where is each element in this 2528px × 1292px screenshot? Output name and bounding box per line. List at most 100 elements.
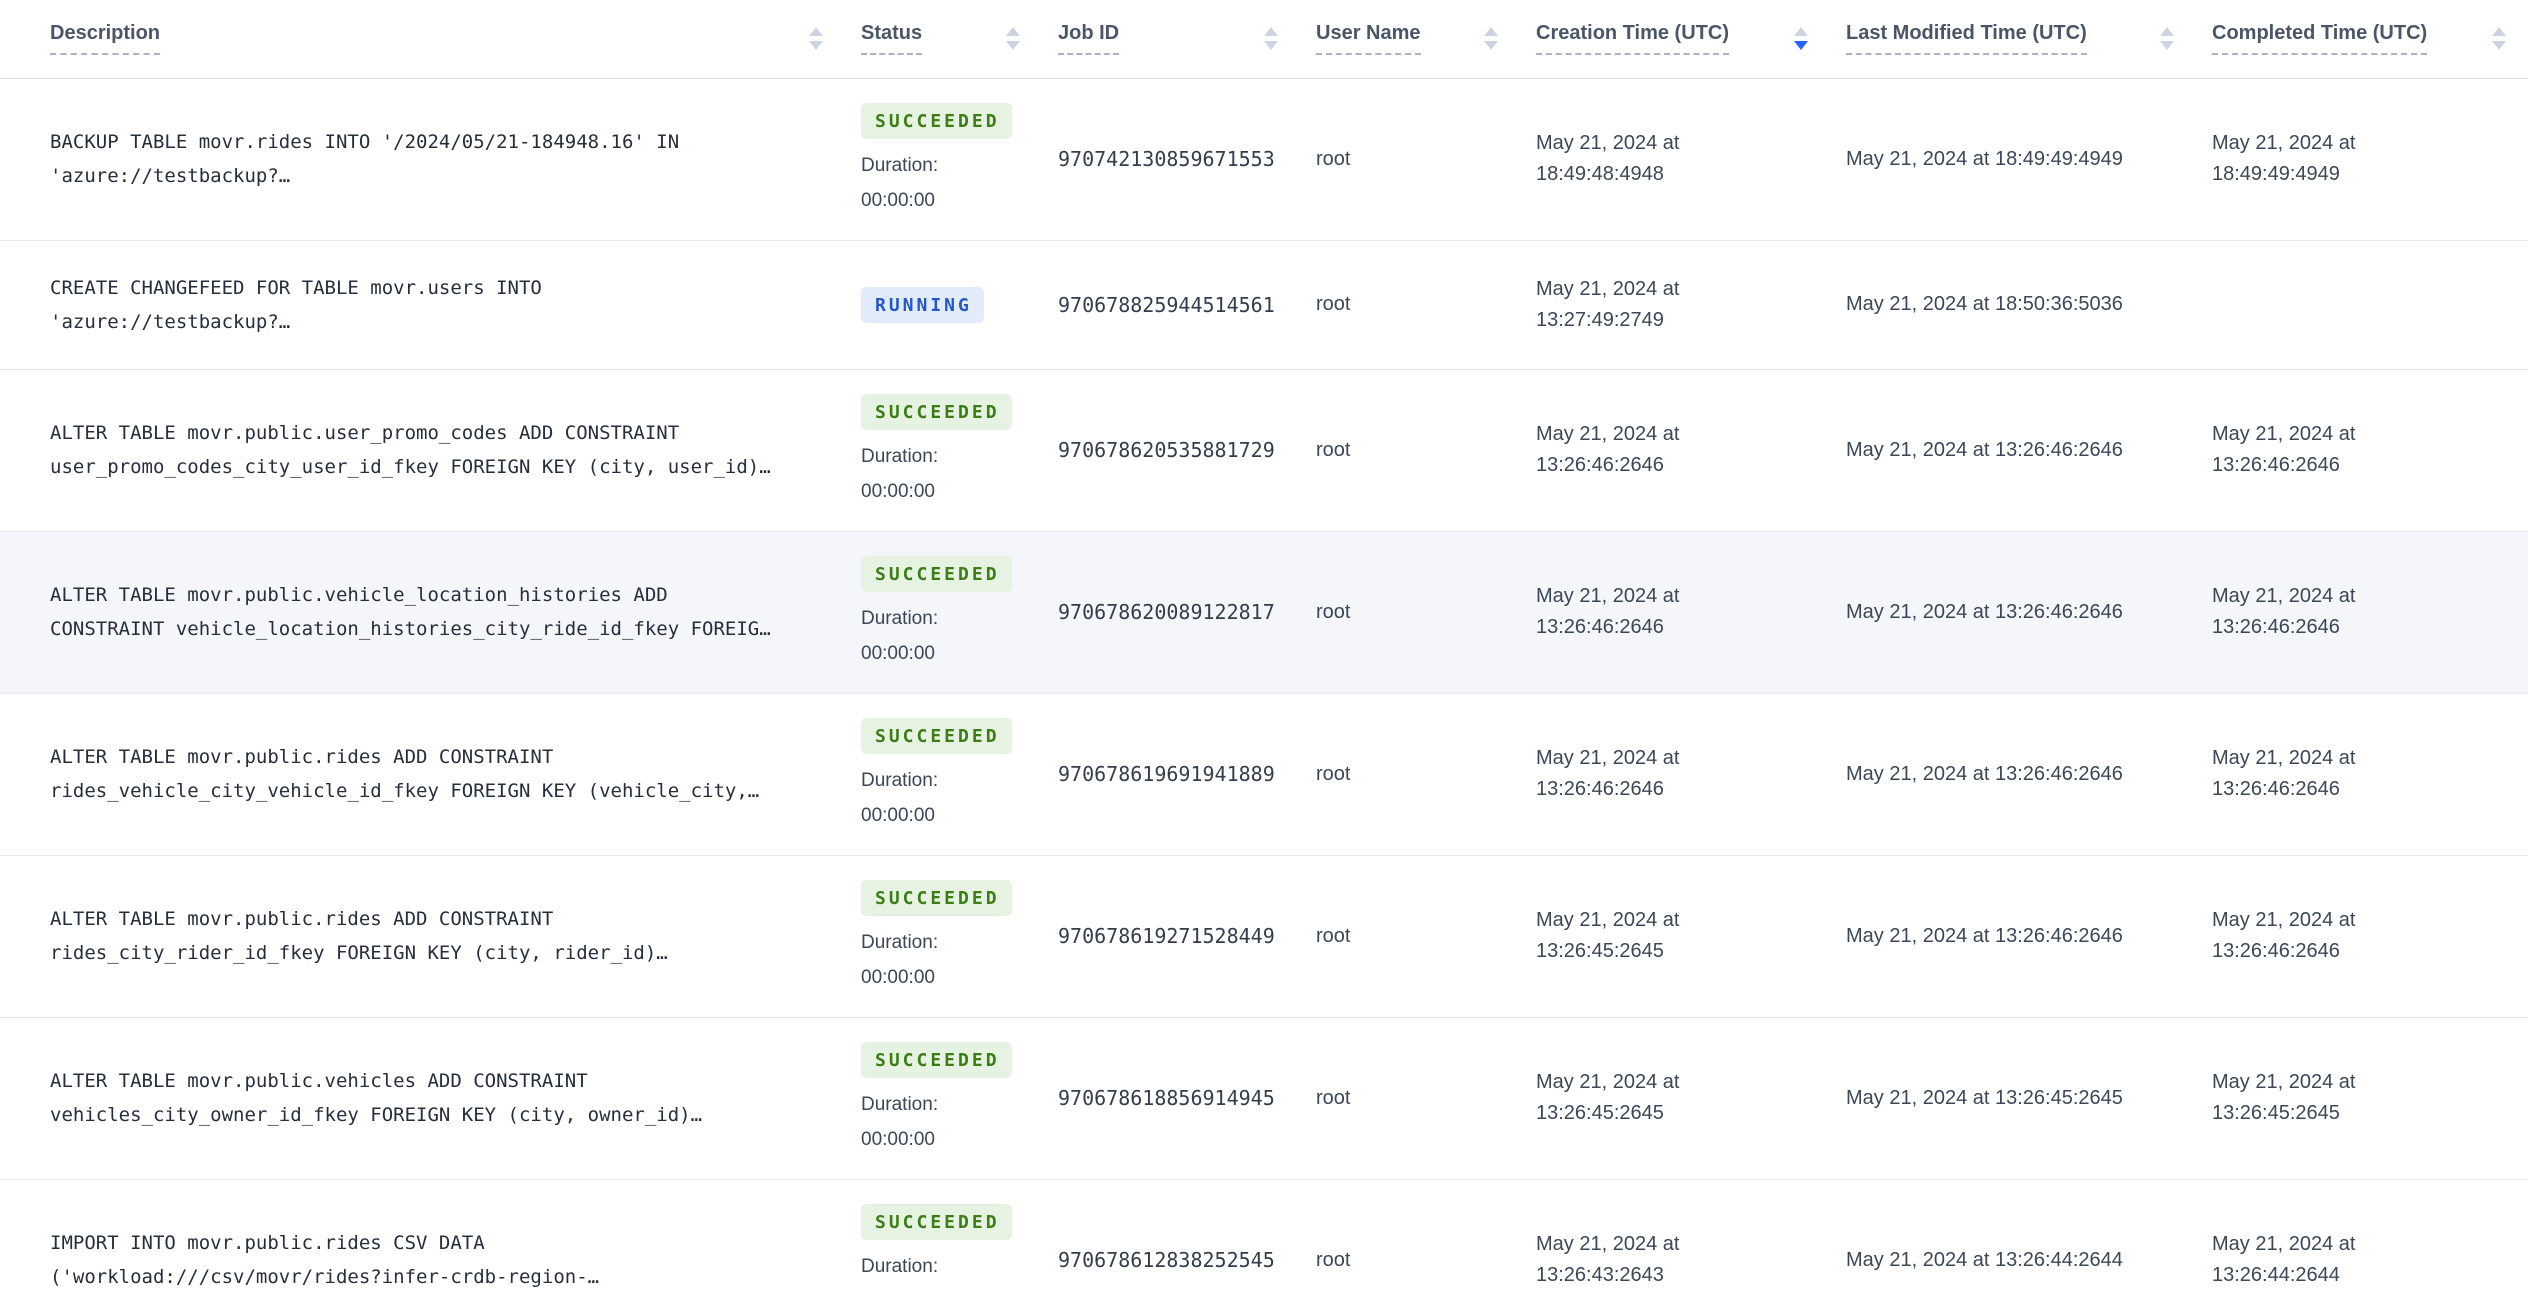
column-label: Job ID — [1058, 22, 1120, 56]
job-description-link[interactable]: IMPORT INTO movr.public.rides CSV DATA (… — [50, 1232, 600, 1288]
job-id: 970678619691941889 — [1058, 762, 1275, 786]
duration-value: 00:00:00 — [861, 642, 935, 664]
last-modified-time: May 21, 2024 at 13:26:45:2645 — [1830, 1017, 2196, 1180]
sort-icon-active-desc — [1794, 27, 1808, 51]
user-name: root — [1316, 438, 1351, 461]
duration-value: 00:00:00 — [861, 966, 935, 988]
job-id: 970678618856914945 — [1058, 1086, 1275, 1110]
duration-value: 00:00:00 — [861, 480, 935, 502]
column-header-last-modified-time[interactable]: Last Modified Time (UTC) — [1830, 0, 2196, 79]
user-name: root — [1316, 147, 1351, 170]
job-description-link[interactable]: ALTER TABLE movr.public.user_promo_codes… — [50, 422, 771, 478]
completed-time: May 21, 2024 at 13:26:44:2644 — [2196, 1179, 2528, 1292]
completed-time: May 21, 2024 at 13:26:46:2646 — [2196, 369, 2528, 532]
user-name: root — [1316, 1248, 1351, 1271]
column-header-user-name[interactable]: User Name — [1300, 0, 1520, 79]
table-row[interactable]: CREATE CHANGEFEED FOR TABLE movr.users I… — [0, 240, 2528, 370]
duration-label: Duration: — [861, 445, 939, 467]
job-id: 970678619271528449 — [1058, 924, 1275, 948]
job-id: 970678620535881729 — [1058, 438, 1275, 462]
table-row[interactable]: ALTER TABLE movr.public.vehicles ADD CON… — [0, 1017, 2528, 1180]
table-row[interactable]: BACKUP TABLE movr.rides INTO '/2024/05/2… — [0, 78, 2528, 241]
sort-icon — [1264, 27, 1278, 51]
creation-time: May 21, 2024 at 13:26:43:2643 — [1520, 1179, 1830, 1292]
user-name: root — [1316, 293, 1351, 315]
column-header-completed-time[interactable]: Completed Time (UTC) — [2196, 0, 2528, 79]
column-header-status[interactable]: Status — [845, 0, 1042, 79]
sort-icon — [809, 27, 823, 51]
user-name: root — [1316, 600, 1351, 623]
job-description-link[interactable]: ALTER TABLE movr.public.rides ADD CONSTR… — [50, 746, 760, 802]
job-description-link[interactable]: ALTER TABLE movr.public.vehicles ADD CON… — [50, 1070, 703, 1126]
duration-label: Duration: — [861, 769, 939, 791]
last-modified-time: May 21, 2024 at 13:26:46:2646 — [1830, 531, 2196, 694]
creation-time: May 21, 2024 at 13:27:49:2749 — [1520, 240, 1830, 370]
creation-time: May 21, 2024 at 13:26:46:2646 — [1520, 531, 1830, 694]
completed-time: May 21, 2024 at 13:26:46:2646 — [2196, 693, 2528, 856]
column-label: Status — [861, 22, 923, 56]
last-modified-time: May 21, 2024 at 18:49:49:4949 — [1830, 78, 2196, 241]
completed-time: May 21, 2024 at 13:26:46:2646 — [2196, 531, 2528, 694]
job-id: 970678612838252545 — [1058, 1248, 1275, 1272]
table-row-highlighted[interactable]: ALTER TABLE movr.public.vehicle_location… — [0, 531, 2528, 694]
sort-icon — [1006, 27, 1020, 51]
completed-time — [2196, 240, 2528, 370]
duration-label: Duration: — [861, 1255, 939, 1277]
column-label: Last Modified Time (UTC) — [1846, 22, 2087, 56]
job-description-link[interactable]: ALTER TABLE movr.public.vehicle_location… — [50, 584, 771, 640]
column-header-description[interactable]: Description — [0, 0, 845, 79]
duration-label: Duration: — [861, 154, 939, 176]
creation-time: May 21, 2024 at 13:26:46:2646 — [1520, 693, 1830, 856]
status-badge: RUNNING — [861, 286, 984, 323]
last-modified-time: May 21, 2024 at 13:26:46:2646 — [1830, 369, 2196, 532]
duration-value: 00:00:00 — [861, 1287, 1022, 1292]
duration-label: Duration: — [861, 1093, 939, 1115]
status-badge: SUCCEEDED — [861, 1203, 1012, 1240]
table-header-row: Description Status Job ID User Name — [0, 0, 2528, 79]
creation-time: May 21, 2024 at 13:26:45:2645 — [1520, 855, 1830, 1018]
status-badge: SUCCEEDED — [861, 393, 1012, 430]
last-modified-time: May 21, 2024 at 18:50:36:5036 — [1830, 240, 2196, 370]
job-description-link[interactable]: CREATE CHANGEFEED FOR TABLE movr.users I… — [50, 276, 542, 333]
status-badge: SUCCEEDED — [861, 1041, 1012, 1078]
column-label: User Name — [1316, 22, 1421, 56]
job-id: 970678825944514561 — [1058, 292, 1275, 317]
duration-label: Duration: — [861, 931, 939, 953]
table-row[interactable]: ALTER TABLE movr.public.user_promo_codes… — [0, 369, 2528, 532]
last-modified-time: May 21, 2024 at 13:26:44:2644 — [1830, 1179, 2196, 1292]
completed-time: May 21, 2024 at 13:26:46:2646 — [2196, 855, 2528, 1018]
last-modified-time: May 21, 2024 at 13:26:46:2646 — [1830, 855, 2196, 1018]
status-badge: SUCCEEDED — [861, 102, 1012, 139]
creation-time: May 21, 2024 at 18:49:48:4948 — [1520, 78, 1830, 241]
status-badge: SUCCEEDED — [861, 717, 1012, 754]
column-label: Completed Time (UTC) — [2212, 22, 2428, 56]
duration-value: 00:00:00 — [861, 189, 935, 211]
last-modified-time: May 21, 2024 at 13:26:46:2646 — [1830, 693, 2196, 856]
status-badge: SUCCEEDED — [861, 879, 1012, 916]
creation-time: May 21, 2024 at 13:26:46:2646 — [1520, 369, 1830, 532]
job-description-link[interactable]: ALTER TABLE movr.public.rides ADD CONSTR… — [50, 908, 668, 964]
column-label: Creation Time (UTC) — [1536, 22, 1729, 56]
creation-time: May 21, 2024 at 13:26:45:2645 — [1520, 1017, 1830, 1180]
column-header-creation-time[interactable]: Creation Time (UTC) — [1520, 0, 1830, 79]
column-header-job-id[interactable]: Job ID — [1042, 0, 1300, 79]
table-row[interactable]: ALTER TABLE movr.public.rides ADD CONSTR… — [0, 855, 2528, 1018]
completed-time: May 21, 2024 at 18:49:49:4949 — [2196, 78, 2528, 241]
table-row[interactable]: ALTER TABLE movr.public.rides ADD CONSTR… — [0, 693, 2528, 856]
user-name: root — [1316, 762, 1351, 785]
duration-value: 00:00:00 — [861, 804, 935, 826]
completed-time: May 21, 2024 at 13:26:45:2645 — [2196, 1017, 2528, 1180]
table-row[interactable]: IMPORT INTO movr.public.rides CSV DATA (… — [0, 1179, 2528, 1292]
sort-icon — [1484, 27, 1498, 51]
user-name: root — [1316, 1086, 1351, 1109]
user-name: root — [1316, 924, 1351, 947]
status-badge: SUCCEEDED — [861, 555, 1012, 592]
column-label: Description — [50, 22, 161, 56]
job-description-link[interactable]: BACKUP TABLE movr.rides INTO '/2024/05/2… — [50, 131, 680, 187]
sort-icon — [2492, 27, 2506, 51]
job-id: 970742130859671553 — [1058, 147, 1275, 171]
duration-value: 00:00:00 — [861, 1128, 935, 1150]
job-id: 970678620089122817 — [1058, 600, 1275, 624]
sort-icon — [2160, 27, 2174, 51]
